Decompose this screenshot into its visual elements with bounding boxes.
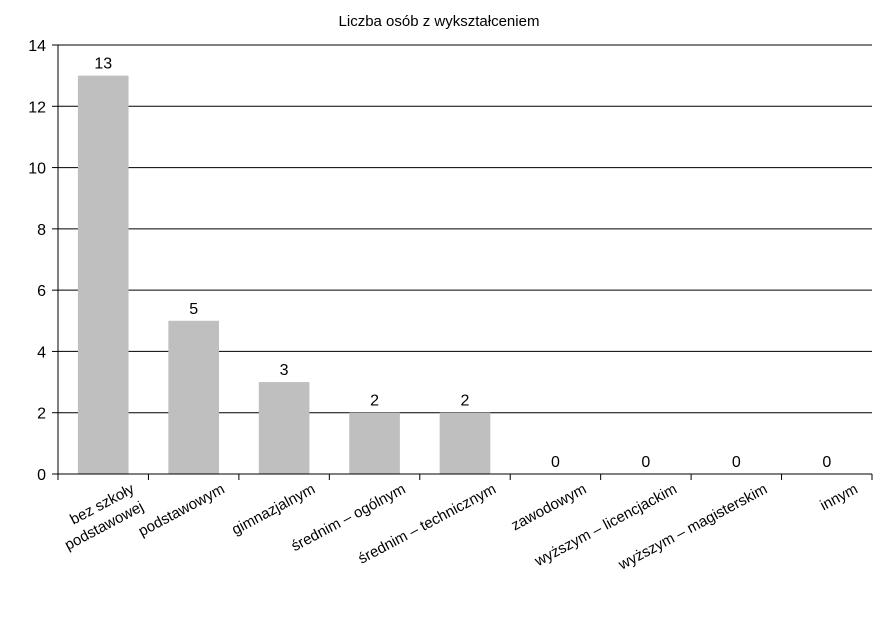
bar <box>258 382 310 474</box>
y-tick-label: 6 <box>37 283 46 300</box>
x-category-label: zawodowym <box>508 481 589 535</box>
data-label: 0 <box>551 454 560 471</box>
x-category-label-line: gimnazjalnym <box>229 481 318 539</box>
data-label: 0 <box>822 454 831 471</box>
x-category-label-line: wyższym – magisterskim <box>615 481 770 574</box>
y-tick-label: 14 <box>28 38 46 55</box>
data-label: 3 <box>280 362 289 379</box>
axes <box>52 44 873 480</box>
bars <box>77 75 491 475</box>
data-label: 2 <box>461 393 470 410</box>
data-label: 0 <box>641 454 650 471</box>
y-tick-label: 4 <box>37 344 46 361</box>
data-label: 13 <box>94 56 112 73</box>
bar <box>439 412 491 474</box>
data-label: 0 <box>732 454 741 471</box>
data-label: 5 <box>189 301 198 318</box>
bar <box>349 412 400 474</box>
chart-title: Liczba osób z wykształceniem <box>339 13 540 30</box>
x-category-label: gimnazjalnym <box>229 481 318 539</box>
y-tick-label: 0 <box>37 467 46 484</box>
y-tick-label: 8 <box>37 222 46 239</box>
bar <box>168 320 219 474</box>
y-tick-label: 10 <box>28 161 46 178</box>
x-category-label: wyższym – licencjackim <box>531 481 680 571</box>
x-category-label-line: innym <box>817 481 860 515</box>
y-tick-label: 12 <box>28 99 46 116</box>
y-tick-label: 2 <box>37 406 46 423</box>
x-category-label: podstawowym <box>136 481 228 541</box>
data-label: 2 <box>370 393 379 410</box>
bar <box>77 75 129 475</box>
x-category-label-line: wyższym – licencjackim <box>531 481 680 571</box>
x-category-label: innym <box>817 481 860 515</box>
x-category-label-line: podstawowym <box>136 481 228 541</box>
x-category-label-line: zawodowym <box>508 481 589 535</box>
y-axis-tick-labels: 0 2 4 6 8 10 12 14 <box>28 38 46 484</box>
data-labels: 13 5 3 2 2 0 0 0 0 <box>94 56 831 471</box>
x-category-label: wyższym – magisterskim <box>615 481 770 574</box>
